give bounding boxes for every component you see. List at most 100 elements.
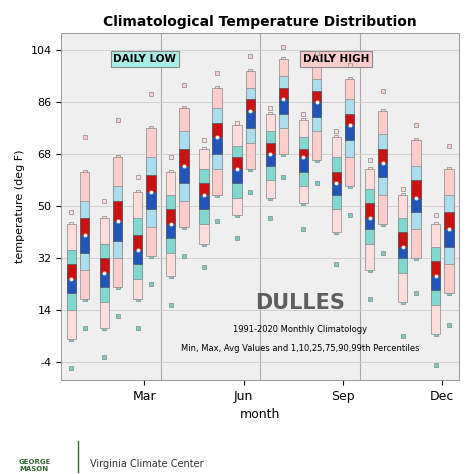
Bar — [378, 111, 387, 224]
Bar — [67, 279, 76, 293]
Bar — [113, 186, 122, 258]
Bar — [199, 169, 209, 224]
Bar — [345, 100, 354, 157]
Title: Climatological Temperature Distribution: Climatological Temperature Distribution — [103, 15, 417, 29]
Bar — [212, 123, 222, 137]
Bar — [398, 247, 407, 258]
Bar — [345, 114, 354, 126]
Bar — [411, 198, 420, 212]
Bar — [166, 209, 175, 224]
Bar — [378, 134, 387, 195]
Bar — [179, 148, 189, 166]
Bar — [411, 166, 420, 229]
Bar — [113, 157, 122, 287]
Bar — [345, 79, 354, 186]
Bar — [312, 65, 321, 160]
Bar — [133, 192, 142, 299]
Bar — [199, 148, 209, 244]
Bar — [445, 229, 454, 247]
Bar — [166, 195, 175, 253]
Bar — [299, 148, 308, 157]
Bar — [100, 244, 109, 302]
Bar — [133, 250, 142, 264]
Bar — [179, 108, 189, 227]
Bar — [365, 169, 374, 270]
Bar — [445, 212, 454, 229]
Bar — [411, 140, 420, 258]
Bar — [146, 174, 155, 192]
Bar — [232, 169, 242, 183]
Bar — [179, 131, 189, 201]
Bar — [166, 224, 175, 238]
Bar — [113, 221, 122, 241]
Text: DAILY HIGH: DAILY HIGH — [302, 54, 369, 64]
Bar — [431, 247, 440, 305]
Bar — [246, 71, 255, 169]
Bar — [80, 172, 89, 299]
Bar — [246, 100, 255, 111]
Bar — [179, 166, 189, 183]
Bar — [113, 201, 122, 221]
Bar — [100, 218, 109, 328]
Bar — [212, 108, 222, 169]
Text: DAILY LOW: DAILY LOW — [113, 54, 176, 64]
Bar — [232, 126, 242, 215]
Bar — [398, 232, 407, 247]
Bar — [279, 76, 288, 128]
Bar — [279, 100, 288, 114]
Bar — [312, 102, 321, 117]
Bar — [265, 143, 275, 155]
Bar — [80, 201, 89, 270]
Bar — [299, 119, 308, 203]
Bar — [332, 157, 341, 209]
Bar — [332, 172, 341, 183]
Bar — [133, 235, 142, 250]
Bar — [67, 224, 76, 339]
Bar — [378, 148, 387, 163]
Bar — [332, 183, 341, 195]
Y-axis label: temperature (deg F): temperature (deg F) — [15, 150, 25, 263]
Bar — [232, 157, 242, 169]
Bar — [265, 131, 275, 181]
Bar — [445, 195, 454, 264]
Bar — [246, 111, 255, 128]
Bar — [365, 203, 374, 218]
Bar — [265, 114, 275, 198]
Bar — [80, 235, 89, 253]
Bar — [146, 157, 155, 227]
Bar — [332, 137, 341, 232]
Bar — [345, 126, 354, 140]
Bar — [199, 183, 209, 195]
Bar — [398, 195, 407, 302]
Bar — [365, 189, 374, 244]
Bar — [312, 91, 321, 102]
Text: GEORGE
MASON: GEORGE MASON — [19, 459, 51, 472]
Bar — [299, 157, 308, 172]
Bar — [212, 137, 222, 155]
Bar — [445, 169, 454, 293]
Bar — [100, 258, 109, 273]
Bar — [67, 250, 76, 310]
Bar — [398, 218, 407, 273]
Bar — [212, 88, 222, 195]
Bar — [199, 195, 209, 209]
Bar — [166, 172, 175, 276]
Bar — [431, 224, 440, 334]
Bar — [232, 146, 242, 198]
Bar — [279, 88, 288, 100]
Text: Virginia Climate Center: Virginia Climate Center — [90, 459, 204, 469]
Bar — [411, 181, 420, 198]
Bar — [312, 79, 321, 131]
Bar — [246, 88, 255, 143]
Bar — [279, 59, 288, 155]
Bar — [67, 264, 76, 279]
Bar — [146, 192, 155, 209]
Text: DULLES: DULLES — [255, 293, 345, 313]
Bar — [365, 218, 374, 229]
Bar — [299, 137, 308, 186]
Bar — [133, 218, 142, 279]
Bar — [431, 276, 440, 290]
Bar — [431, 261, 440, 276]
Bar — [265, 155, 275, 166]
Bar — [378, 163, 387, 177]
